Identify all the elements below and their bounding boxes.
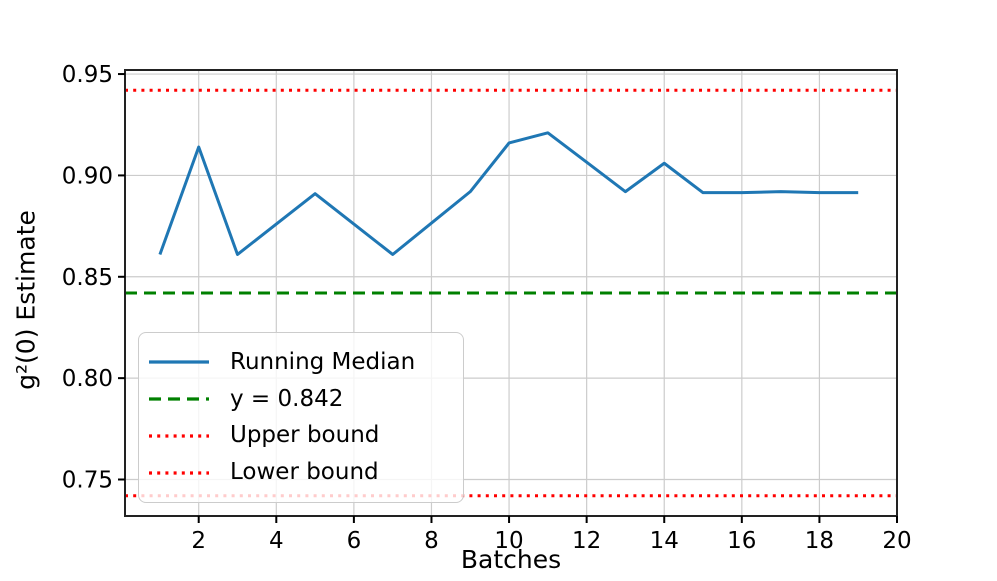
x-tick-label: 2 xyxy=(191,528,206,554)
x-axis-label: Batches xyxy=(460,545,562,574)
plot-spines xyxy=(124,69,898,517)
tick-marks xyxy=(118,73,898,523)
legend-item: Upper bound xyxy=(149,424,453,447)
x-tick-label: 20 xyxy=(882,528,911,554)
legend-label: Running Median xyxy=(230,348,416,375)
y-tick-label: 0.75 xyxy=(62,468,113,494)
x-tick-label: 14 xyxy=(650,528,679,554)
legend-label: Upper bound xyxy=(230,422,380,449)
legend-swatch-dotted-icon xyxy=(149,434,209,438)
x-tick-label: 18 xyxy=(805,528,834,554)
x-tick-label: 10 xyxy=(494,528,523,554)
y-tick-label: 0.90 xyxy=(62,163,113,189)
legend-item: Running Median xyxy=(149,348,453,375)
legend-label: y = 0.842 xyxy=(230,385,344,412)
tick-labels: 2 4 6 8 10 12 14 16 18 20 0.75 0.80 0.85 0.90 0.95 xyxy=(62,62,912,554)
legend-swatch-dotted-icon xyxy=(149,471,209,475)
series-running-median xyxy=(158,131,859,256)
legend-swatch-dashed-icon xyxy=(149,397,209,401)
legend: Running Median y = 0.842 Upper bound Lower … xyxy=(138,332,464,503)
x-tick-label: 4 xyxy=(269,528,284,554)
x-tick-label: 6 xyxy=(347,528,362,554)
legend-item: y = 0.842 xyxy=(149,385,453,412)
y-axis-label: g²(0) Estimate xyxy=(11,210,41,390)
y-tick-label: 0.85 xyxy=(62,265,113,291)
x-tick-label: 8 xyxy=(424,528,439,554)
legend-item: Lower bound xyxy=(149,461,453,484)
x-tick-label: 12 xyxy=(572,528,601,554)
legend-label: Lower bound xyxy=(230,459,379,486)
y-tick-label: 0.80 xyxy=(62,366,113,392)
x-tick-label: 16 xyxy=(727,528,756,554)
legend-swatch-solid-icon xyxy=(149,360,209,364)
y-tick-label: 0.95 xyxy=(62,62,113,88)
